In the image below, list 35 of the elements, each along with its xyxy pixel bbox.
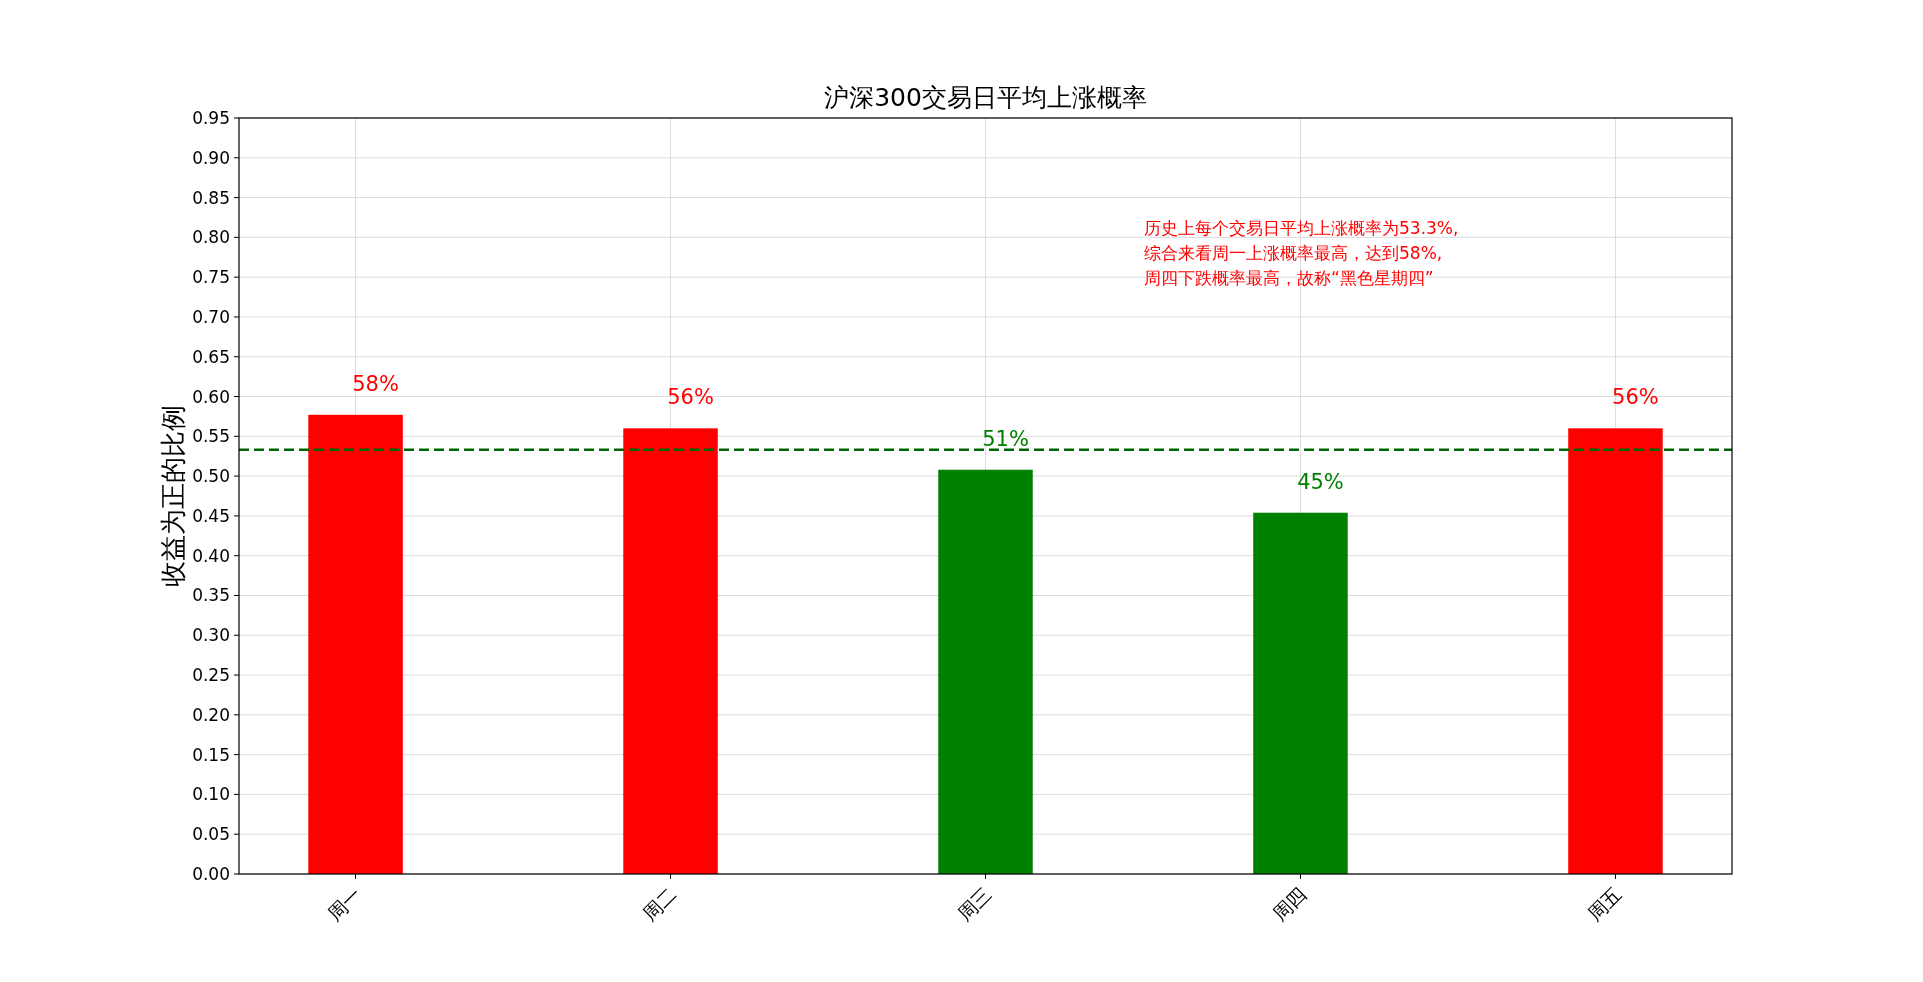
annotation: 历史上每个交易日平均上涨概率为53.3%, xyxy=(1144,218,1459,238)
x-tick-label: 周三 xyxy=(952,882,996,925)
y-tick-label: 0.60 xyxy=(192,386,230,407)
y-tick-label: 0.80 xyxy=(192,227,230,248)
y-tick-label: 0.45 xyxy=(192,505,230,526)
data-label: 58% xyxy=(352,371,399,396)
y-tick-label: 0.40 xyxy=(192,545,230,566)
y-tick-label: 0.65 xyxy=(192,346,230,367)
annotation: 综合来看周一上涨概率最高，达到58%, xyxy=(1144,243,1443,263)
y-tick-label: 0.05 xyxy=(192,824,230,845)
x-tick-label: 周二 xyxy=(637,882,681,925)
y-tick-label: 0.95 xyxy=(192,108,230,128)
y-tick-label: 0.85 xyxy=(192,187,230,208)
y-tick-label: 0.30 xyxy=(192,625,230,646)
y-tick-label: 0.25 xyxy=(192,665,230,686)
data-label: 56% xyxy=(667,385,714,410)
x-tick-label: 周五 xyxy=(1582,882,1626,925)
annotation: 周四下跌概率最高，故称“黑色星期四” xyxy=(1144,268,1434,288)
data-label: 56% xyxy=(1612,385,1659,410)
y-tick-label: 0.35 xyxy=(192,585,230,606)
y-axis-title: 收益为正的比例 xyxy=(158,405,188,587)
y-tick-label: 0.70 xyxy=(192,306,230,327)
x-tick-label: 周一 xyxy=(323,882,366,925)
y-tick-label: 0.15 xyxy=(192,744,230,765)
y-tick-label: 0.75 xyxy=(192,267,230,288)
x-tick-label: 周四 xyxy=(1267,882,1311,925)
y-tick-label: 0.55 xyxy=(192,426,230,447)
y-tick-label: 0.10 xyxy=(192,784,230,805)
y-tick-label: 0.50 xyxy=(192,466,230,487)
data-label: 51% xyxy=(982,426,1029,451)
y-tick-label: 0.90 xyxy=(192,147,230,168)
y-tick-label: 0.00 xyxy=(192,864,230,884)
data-label: 45% xyxy=(1297,469,1344,494)
chart-title: 沪深300交易日平均上涨概率 xyxy=(824,83,1147,112)
y-tick-label: 0.20 xyxy=(192,704,230,725)
